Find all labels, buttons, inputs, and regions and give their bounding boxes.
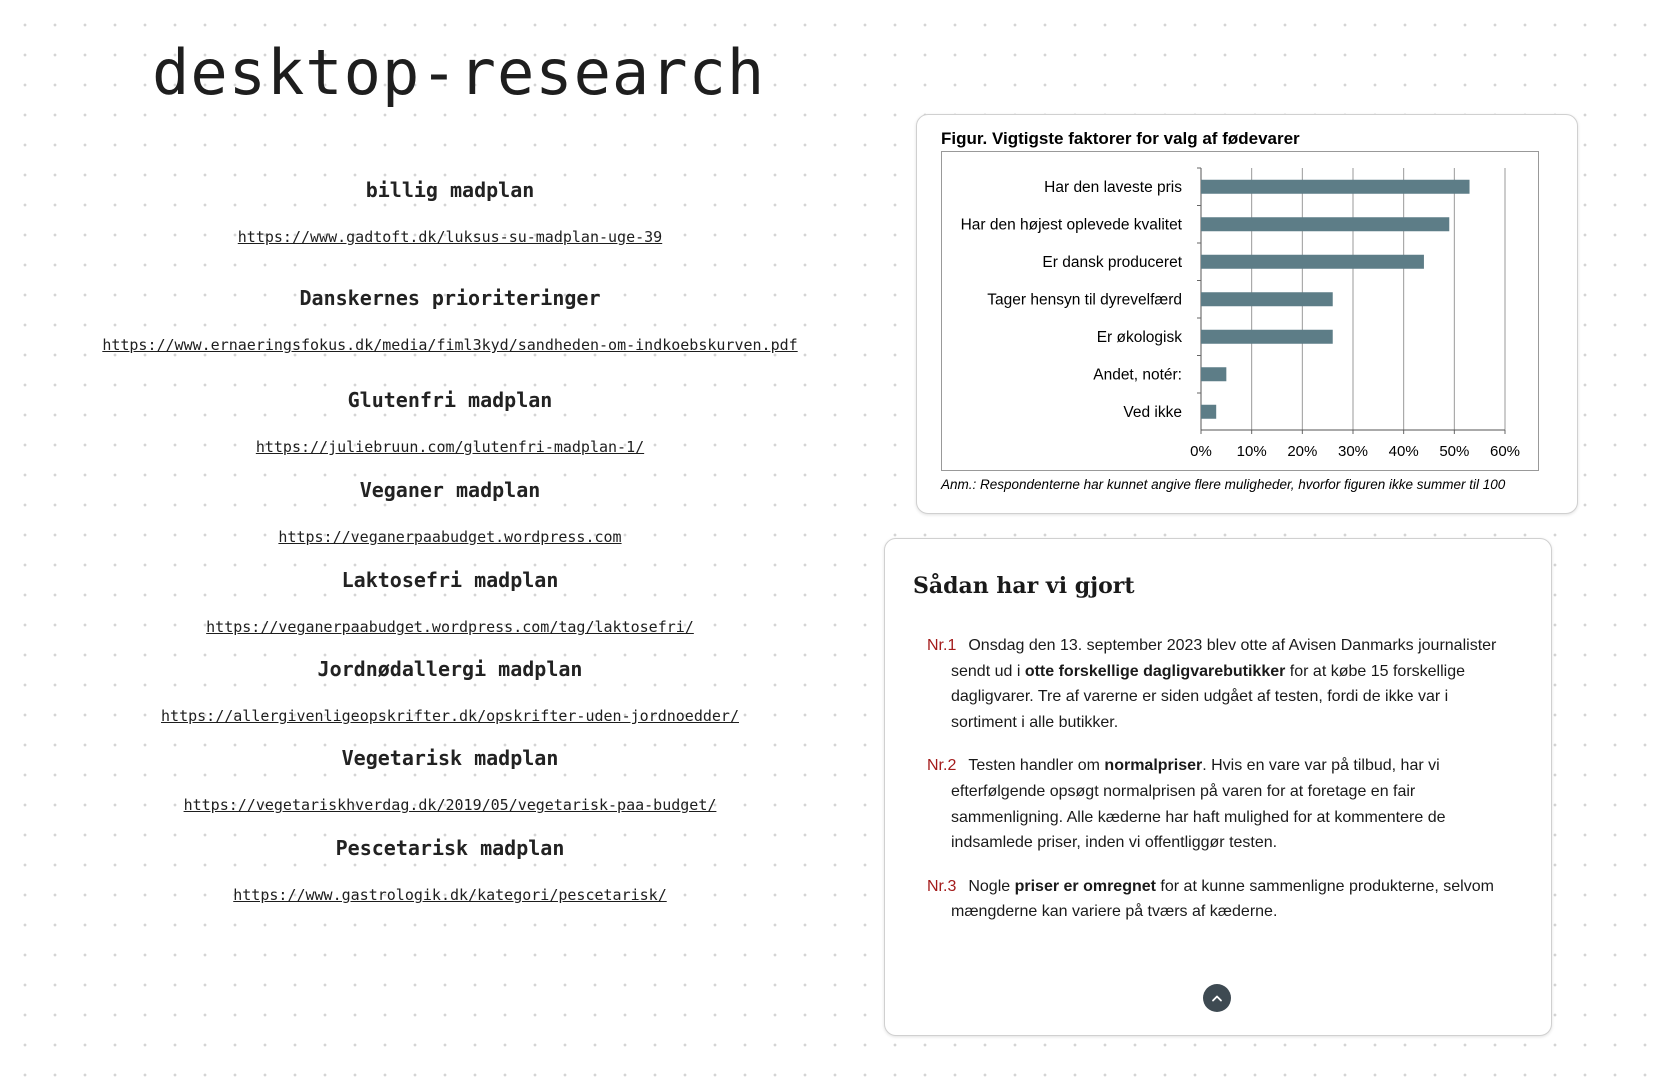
x-tick-label: 60%: [1490, 443, 1520, 460]
figure-frame: 0% 10% 20% 30% 40% 50% 60% Har den laveste pris…: [941, 151, 1539, 471]
method-steps: Nr.1 Onsdag den 13. september 2023 blev o…: [927, 633, 1517, 943]
category-label: Tager hensyn til dyrevelfærd: [987, 291, 1182, 308]
step-number: Nr.3: [927, 877, 957, 895]
link-entry: Laktosefri madplan https://veganerpaabudg…: [40, 568, 860, 637]
category-label: Er dansk produceret: [1042, 254, 1182, 271]
link-url[interactable]: https://veganerpaabudget.wordpress.com/t…: [206, 618, 694, 636]
category-label: Ved ikke: [1123, 404, 1182, 421]
link-heading: Pescetarisk madplan: [335, 836, 565, 860]
method-card: Sådan har vi gjort Nr.1 Onsdag den 13. se…: [884, 538, 1552, 1036]
step-text: for at købe 15 forskellige dagligvarer. …: [951, 662, 1465, 731]
step-text: for at kunne sammenligne produkterne, se…: [951, 877, 1494, 921]
link-heading: Veganer madplan: [359, 478, 541, 502]
figure-title: Figur. Vigtigste faktorer for valg af fø…: [941, 129, 1300, 148]
link-url[interactable]: https://www.gastrologik.dk/kategori/pesc…: [233, 886, 667, 904]
link-url[interactable]: https://www.gadtoft.dk/luksus-su-madplan…: [237, 228, 663, 246]
step-text-bold: normalpriser: [1104, 757, 1203, 775]
link-entry: Pescetarisk madplan https://www.gastrolog…: [40, 836, 860, 905]
category-label: Er økologisk: [1097, 329, 1183, 346]
step-text: . Hvis en vare var på tilbud, har vi eft…: [951, 757, 1446, 852]
method-title: Sådan har vi gjort: [913, 573, 1135, 599]
bar: [1201, 404, 1217, 419]
x-tick-label: 30%: [1338, 443, 1368, 460]
method-step: Nr.3 Nogle priser er omregnet for at kunn…: [927, 874, 1517, 925]
category-label: Andet, notér:: [1093, 366, 1182, 383]
method-step: Nr.2 Testen handler om normalpriser. Hvis…: [927, 753, 1517, 855]
bar-chart: 0% 10% 20% 30% 40% 50% 60% Har den laveste pris…: [961, 167, 1520, 460]
step-text: Testen handler om: [968, 757, 1105, 775]
scroll-up-button[interactable]: [1203, 984, 1231, 1012]
link-heading: Glutenfri madplan: [347, 388, 553, 412]
bar: [1201, 217, 1450, 232]
x-tick-label: 10%: [1237, 443, 1267, 460]
link-url[interactable]: https://allergivenligeopskrifter.dk/opsk…: [161, 707, 739, 725]
step-number: Nr.2: [927, 757, 957, 775]
category-label: Har den laveste pris: [1044, 179, 1182, 196]
step-text: Nogle: [968, 877, 1015, 895]
link-url[interactable]: https://vegetariskhverdag.dk/2019/05/veg…: [183, 796, 717, 814]
chevron-up-icon: [1212, 995, 1222, 1002]
link-heading: Jordnødallergi madplan: [317, 657, 583, 681]
link-entry: billig madplan https://www.gadtoft.dk/luk…: [40, 178, 860, 247]
link-entry: Jordnødallergi madplan https://allergiven…: [40, 657, 860, 726]
x-tick-label: 0%: [1190, 443, 1212, 460]
bar: [1201, 329, 1333, 344]
x-tick-label: 50%: [1439, 443, 1469, 460]
step-text-bold: otte forskellige dagligvarebutikker: [1024, 662, 1286, 680]
link-heading: Danskernes prioriteringer: [299, 286, 601, 310]
method-step: Nr.1 Onsdag den 13. september 2023 blev o…: [927, 633, 1517, 735]
bar: [1201, 292, 1333, 307]
bar: [1201, 367, 1227, 382]
step-text: Onsdag den 13. september 2023 blev otte …: [951, 637, 1497, 680]
link-url[interactable]: https://www.ernaeringsfokus.dk/media/fim…: [102, 336, 798, 354]
link-entry: Vegetarisk madplan https://vegetariskhver…: [40, 746, 860, 815]
link-entry: Danskernes prioriteringer https://www.ern…: [40, 286, 860, 355]
category-label: Har den højest oplevede kvalitet: [961, 216, 1183, 233]
step-text-bold: priser er omregnet: [1014, 877, 1156, 895]
link-entry: Glutenfri madplan https://juliebruun.com/…: [40, 388, 860, 457]
link-heading: Vegetarisk madplan: [341, 746, 559, 770]
figure-note: Anm.: Respondenterne har kunnet angive f…: [941, 477, 1506, 492]
x-tick-label: 20%: [1287, 443, 1317, 460]
link-entry: Veganer madplan https://veganerpaabudget.…: [40, 478, 860, 547]
bar: [1201, 179, 1470, 194]
link-url[interactable]: https://juliebruun.com/glutenfri-madplan…: [255, 438, 645, 456]
page-title: desktop-research: [152, 36, 766, 109]
x-tick-label: 40%: [1389, 443, 1419, 460]
step-number: Nr.1: [927, 637, 957, 654]
link-url[interactable]: https://veganerpaabudget.wordpress.com: [278, 528, 622, 546]
link-heading: Laktosefri madplan: [341, 568, 559, 592]
figure-card: Figur. Vigtigste faktorer for valg af fø…: [916, 114, 1578, 514]
link-heading: billig madplan: [365, 178, 535, 202]
bar: [1201, 254, 1424, 269]
